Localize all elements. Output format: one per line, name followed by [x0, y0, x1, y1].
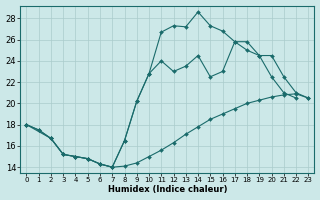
- X-axis label: Humidex (Indice chaleur): Humidex (Indice chaleur): [108, 185, 227, 194]
